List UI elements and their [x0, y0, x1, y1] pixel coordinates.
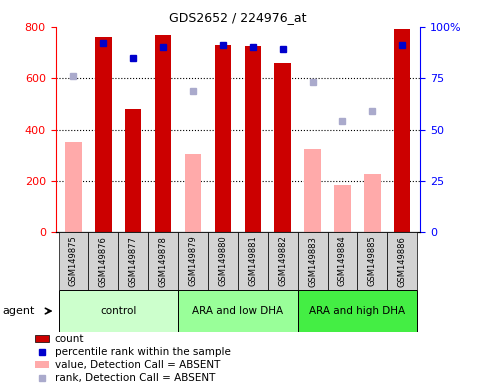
Bar [387, 232, 417, 290]
Bar [364, 174, 381, 232]
Bar [58, 232, 88, 290]
Text: GSM149886: GSM149886 [398, 236, 407, 286]
Bar [118, 232, 148, 290]
Bar [274, 63, 291, 232]
Bar [215, 45, 231, 232]
Bar [304, 149, 321, 232]
Bar [357, 232, 387, 290]
Bar [125, 109, 142, 232]
Bar [238, 232, 268, 290]
Bar [268, 232, 298, 290]
Bar [208, 232, 238, 290]
Bar [394, 30, 411, 232]
Text: GSM149876: GSM149876 [99, 236, 108, 286]
Text: count: count [55, 334, 84, 344]
Bar [155, 35, 171, 232]
Bar [327, 232, 357, 290]
Title: GDS2652 / 224976_at: GDS2652 / 224976_at [169, 11, 307, 24]
Bar [334, 185, 351, 232]
Text: GSM149884: GSM149884 [338, 236, 347, 286]
Text: ARA and high DHA: ARA and high DHA [310, 306, 406, 316]
Text: GSM149883: GSM149883 [308, 236, 317, 286]
Text: percentile rank within the sample: percentile rank within the sample [55, 347, 230, 357]
Text: GSM149877: GSM149877 [129, 236, 138, 286]
Text: GSM149875: GSM149875 [69, 236, 78, 286]
Bar [95, 37, 112, 232]
Bar [58, 290, 178, 332]
Text: GSM149878: GSM149878 [158, 236, 168, 286]
Text: GSM149882: GSM149882 [278, 236, 287, 286]
Bar [178, 290, 298, 332]
Text: control: control [100, 306, 137, 316]
Bar [298, 232, 327, 290]
Text: agent: agent [2, 306, 35, 316]
Bar [65, 142, 82, 232]
Text: GSM149880: GSM149880 [218, 236, 227, 286]
Bar [178, 232, 208, 290]
Bar [35, 361, 49, 368]
Text: rank, Detection Call = ABSENT: rank, Detection Call = ABSENT [55, 372, 215, 382]
Bar [185, 154, 201, 232]
Text: ARA and low DHA: ARA and low DHA [192, 306, 284, 316]
Bar [148, 232, 178, 290]
Bar [88, 232, 118, 290]
Text: GSM149885: GSM149885 [368, 236, 377, 286]
Bar [298, 290, 417, 332]
Text: GSM149881: GSM149881 [248, 236, 257, 286]
Text: GSM149879: GSM149879 [188, 236, 198, 286]
Text: value, Detection Call = ABSENT: value, Detection Call = ABSENT [55, 359, 220, 369]
Bar [35, 335, 49, 342]
Bar [244, 46, 261, 232]
